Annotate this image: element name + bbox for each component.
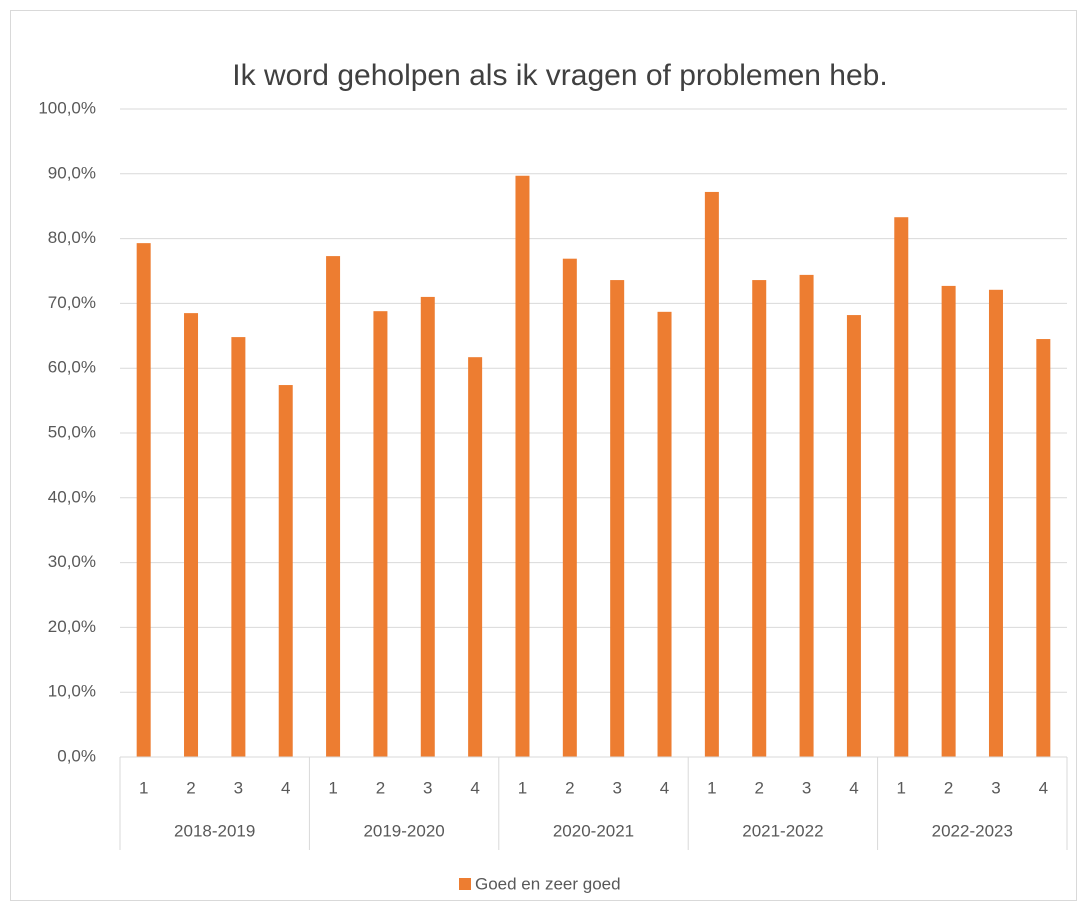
x-tick-label: 3	[612, 778, 621, 797]
group-label: 2019-2020	[363, 821, 444, 840]
bar	[657, 311, 672, 757]
bar	[184, 313, 199, 757]
group-label: 2018-2019	[174, 821, 255, 840]
y-tick-label: 10,0%	[48, 682, 96, 701]
legend-swatch	[459, 878, 471, 890]
bar	[752, 280, 767, 757]
x-tick-label: 1	[518, 778, 527, 797]
bar	[326, 256, 341, 757]
x-tick-label: 4	[1039, 778, 1048, 797]
chart-border	[10, 10, 1077, 901]
group-label: 2021-2022	[742, 821, 823, 840]
y-tick-label: 80,0%	[48, 228, 96, 247]
bar	[136, 243, 151, 758]
bar	[231, 337, 246, 757]
y-tick-label: 90,0%	[48, 163, 96, 182]
group-label: 2022-2023	[932, 821, 1013, 840]
bar	[610, 280, 625, 757]
y-tick-label: 30,0%	[48, 552, 96, 571]
x-tick-label: 4	[470, 778, 479, 797]
x-tick-label: 2	[944, 778, 953, 797]
bar	[468, 357, 483, 757]
bar	[988, 289, 1003, 757]
y-tick-label: 50,0%	[48, 422, 96, 441]
bar	[894, 217, 909, 757]
bar	[420, 296, 435, 757]
y-tick-label: 40,0%	[48, 487, 96, 506]
x-tick-label: 3	[802, 778, 811, 797]
bar	[1036, 339, 1051, 757]
y-tick-label: 60,0%	[48, 358, 96, 377]
x-tick-label: 1	[328, 778, 337, 797]
y-tick-label: 100,0%	[38, 98, 96, 117]
x-tick-label: 3	[234, 778, 243, 797]
x-tick-label: 2	[754, 778, 763, 797]
bar	[846, 315, 861, 757]
group-label: 2020-2021	[553, 821, 634, 840]
y-tick-label: 0,0%	[57, 746, 96, 765]
chart-title: Ik word geholpen als ik vragen of proble…	[232, 59, 887, 92]
x-tick-label: 2	[186, 778, 195, 797]
x-tick-label: 2	[376, 778, 385, 797]
bar	[704, 191, 719, 758]
legend-label: Goed en zeer goed	[475, 874, 621, 893]
x-tick-label: 1	[139, 778, 148, 797]
bar	[799, 274, 814, 757]
x-tick-label: 1	[707, 778, 716, 797]
bar	[373, 311, 388, 757]
y-tick-label: 70,0%	[48, 293, 96, 312]
bar	[562, 258, 577, 757]
x-tick-label: 2	[565, 778, 574, 797]
y-tick-label: 20,0%	[48, 617, 96, 636]
x-tick-label: 4	[660, 778, 669, 797]
x-tick-label: 4	[849, 778, 858, 797]
x-tick-label: 4	[281, 778, 290, 797]
x-tick-label: 1	[897, 778, 906, 797]
x-tick-label: 3	[423, 778, 432, 797]
bar	[278, 385, 293, 757]
x-tick-label: 3	[991, 778, 1000, 797]
bar	[941, 285, 956, 757]
bar	[515, 175, 530, 757]
